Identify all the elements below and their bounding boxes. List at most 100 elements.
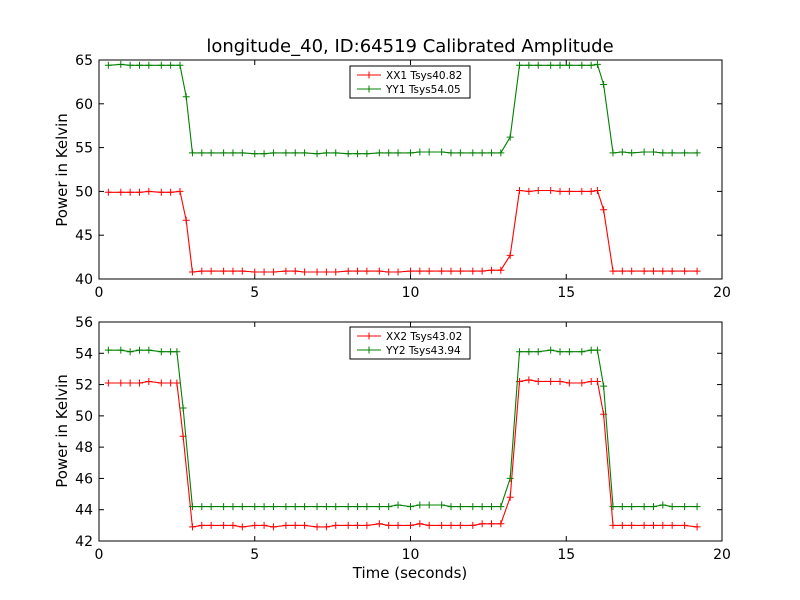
point-top-1-47 — [578, 61, 586, 69]
point-bottom-1-52 — [618, 503, 626, 511]
y-tick-label-bottom-6: 54 — [75, 346, 93, 362]
point-bottom-0-10 — [198, 521, 206, 529]
point-top-1-28 — [385, 149, 393, 157]
point-bottom-1-0 — [104, 346, 112, 354]
point-top-1-35 — [456, 149, 464, 157]
point-bottom-1-8 — [179, 404, 187, 412]
point-bottom-1-54 — [640, 503, 648, 511]
point-top-0-14 — [238, 267, 246, 275]
legend-marker-bottom-1 — [365, 346, 373, 354]
point-bottom-0-35 — [456, 521, 464, 529]
point-top-0-46 — [565, 187, 573, 195]
point-top-0-35 — [456, 267, 464, 275]
chart-title: longitude_40, ID:64519 Calibrated Amplit… — [206, 36, 613, 57]
point-bottom-1-5 — [157, 348, 165, 356]
point-bottom-0-49 — [593, 377, 601, 385]
point-top-1-10 — [198, 149, 206, 157]
point-bottom-0-7 — [173, 379, 181, 387]
point-top-0-40 — [506, 251, 514, 259]
point-top-0-49 — [593, 187, 601, 195]
point-bottom-0-6 — [167, 379, 175, 387]
legend-marker-bottom-0 — [365, 332, 373, 340]
point-top-1-26 — [363, 150, 371, 158]
point-bottom-1-9 — [188, 503, 196, 511]
point-top-1-5 — [157, 61, 165, 69]
point-bottom-1-44 — [547, 346, 555, 354]
x-tick-label-bottom-2: 10 — [402, 547, 420, 563]
point-bottom-0-19 — [291, 521, 299, 529]
point-top-0-25 — [354, 267, 362, 275]
series-bottom-1 — [104, 346, 701, 511]
point-top-1-42 — [525, 61, 533, 69]
point-bottom-0-14 — [238, 523, 246, 531]
point-top-0-42 — [525, 187, 533, 195]
series-layer-top — [104, 60, 701, 276]
y-tick-label-bottom-1: 44 — [75, 503, 93, 519]
point-bottom-1-4 — [145, 346, 153, 354]
legend-marker-top-1 — [365, 85, 373, 93]
point-bottom-1-55 — [649, 503, 657, 511]
point-bottom-1-38 — [487, 503, 495, 511]
y-axis-label-top: Power in Kelvin — [53, 113, 71, 227]
y-tick-label-bottom-0: 42 — [75, 534, 93, 550]
point-top-0-20 — [301, 268, 309, 276]
point-bottom-0-30 — [407, 521, 414, 529]
y-tick-label-bottom-4: 50 — [75, 409, 93, 425]
point-top-1-51 — [609, 149, 617, 157]
point-bottom-0-2 — [126, 379, 134, 387]
point-top-0-1 — [117, 188, 125, 196]
point-top-1-21 — [313, 150, 321, 158]
point-top-1-44 — [547, 61, 555, 69]
point-top-1-23 — [332, 149, 340, 157]
point-top-1-33 — [438, 148, 446, 156]
point-top-1-27 — [375, 149, 383, 157]
point-bottom-1-7 — [173, 348, 181, 356]
point-bottom-0-56 — [659, 521, 667, 529]
point-bottom-0-51 — [609, 521, 617, 529]
point-bottom-1-48 — [587, 346, 595, 354]
point-top-0-2 — [126, 188, 134, 196]
x-tick-label-bottom-3: 15 — [557, 547, 575, 563]
point-bottom-1-39 — [497, 503, 505, 511]
point-bottom-1-17 — [269, 503, 277, 511]
point-top-1-38 — [487, 149, 495, 157]
legend-label-top-0: XX1 Tsys40.82 — [386, 70, 462, 82]
point-bottom-0-0 — [104, 379, 112, 387]
point-bottom-1-3 — [135, 346, 143, 354]
point-top-1-12 — [220, 149, 228, 157]
point-top-1-37 — [478, 149, 486, 157]
point-top-1-19 — [291, 149, 299, 157]
point-top-0-53 — [628, 267, 636, 275]
y-tick-label-top-4: 60 — [75, 97, 93, 113]
series-bottom-0 — [104, 376, 701, 531]
point-top-1-55 — [649, 148, 657, 156]
point-top-0-23 — [332, 268, 340, 276]
point-bottom-0-11 — [207, 521, 215, 529]
point-bottom-0-36 — [469, 521, 477, 529]
point-bottom-1-35 — [456, 503, 464, 511]
point-bottom-0-21 — [313, 523, 321, 531]
point-top-0-47 — [578, 187, 586, 195]
y-tick-label-bottom-2: 46 — [75, 471, 93, 487]
point-bottom-0-9 — [188, 523, 196, 531]
point-bottom-0-23 — [332, 521, 340, 529]
point-top-0-18 — [282, 267, 290, 275]
point-top-1-30 — [407, 149, 414, 157]
point-top-1-25 — [354, 150, 362, 158]
legend-box-top — [349, 65, 471, 99]
point-bottom-1-58 — [681, 503, 689, 511]
point-bottom-0-27 — [375, 520, 383, 528]
point-top-0-39 — [497, 266, 505, 274]
point-bottom-1-25 — [354, 503, 362, 511]
point-bottom-0-48 — [587, 377, 595, 385]
point-top-1-57 — [668, 149, 676, 157]
point-bottom-1-22 — [322, 503, 330, 511]
point-top-1-6 — [167, 61, 175, 69]
point-top-0-33 — [438, 267, 446, 275]
point-top-0-13 — [229, 267, 237, 275]
point-top-0-10 — [198, 267, 206, 275]
point-bottom-1-14 — [238, 503, 246, 511]
point-top-0-55 — [649, 267, 657, 275]
point-top-0-6 — [167, 188, 175, 196]
